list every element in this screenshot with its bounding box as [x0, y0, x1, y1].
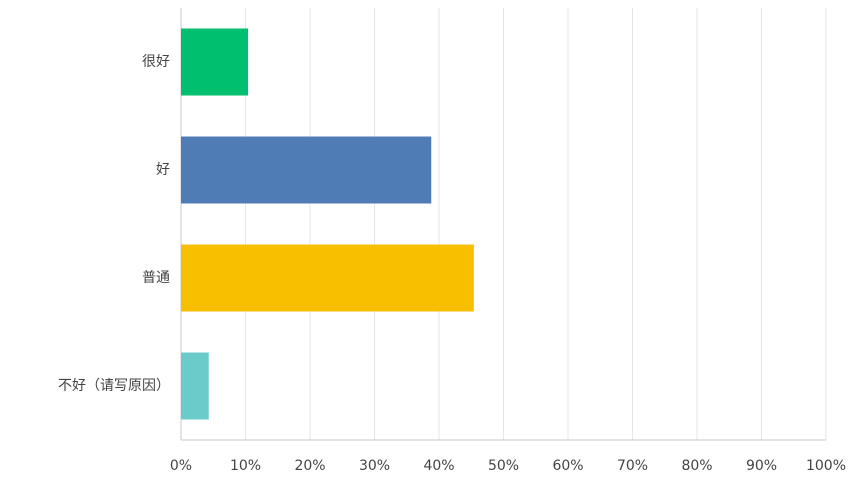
- x-tick-label: 100%: [806, 458, 846, 474]
- y-tick-label: 不好（请写原因）: [58, 378, 170, 394]
- y-tick-label: 普通: [142, 270, 170, 286]
- y-tick-label: 好: [156, 162, 170, 178]
- x-tick-label: 10%: [230, 458, 261, 474]
- x-tick-label: 50%: [488, 458, 519, 474]
- x-tick-label: 80%: [681, 458, 712, 474]
- x-tick-label: 70%: [617, 458, 648, 474]
- bar: [181, 136, 432, 204]
- x-tick-label: 60%: [552, 458, 583, 474]
- x-tick-label: 40%: [423, 458, 454, 474]
- x-tick-label: 20%: [294, 458, 325, 474]
- bar: [181, 352, 209, 420]
- bar: [181, 28, 249, 96]
- x-tick-label: 90%: [746, 458, 777, 474]
- y-tick-label: 很好: [142, 54, 170, 70]
- x-tick-label: 30%: [359, 458, 390, 474]
- bar: [181, 244, 474, 312]
- x-tick-label: 0%: [170, 458, 192, 474]
